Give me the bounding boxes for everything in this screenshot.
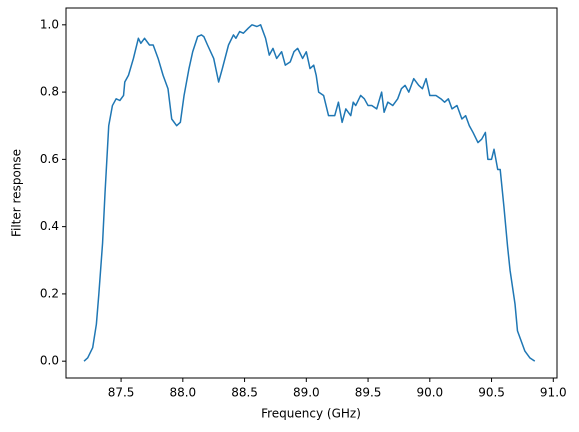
x-tick-label: 88.0 [169, 386, 196, 400]
x-tick-label: 88.5 [231, 386, 258, 400]
y-axis-label: Filter response [10, 149, 24, 237]
y-tick-label: 0.2 [40, 286, 59, 300]
x-tick-label: 89.5 [355, 386, 382, 400]
y-tick-label: 0.6 [40, 152, 59, 166]
y-tick-label: 0.8 [40, 85, 59, 99]
axes-frame [65, 7, 558, 379]
y-tick-label: 0.0 [40, 354, 59, 368]
x-axis-label: Frequency (GHz) [261, 407, 361, 421]
y-tick-label: 1.0 [40, 17, 59, 31]
y-tick-label: 0.4 [40, 219, 59, 233]
x-tick-label: 90.5 [478, 386, 505, 400]
data-line [83, 24, 536, 362]
x-tick-label: 90.0 [416, 386, 443, 400]
x-tick-label: 89.0 [293, 386, 320, 400]
x-tick-label: 87.5 [108, 386, 135, 400]
x-tick-label: 91.0 [540, 386, 567, 400]
